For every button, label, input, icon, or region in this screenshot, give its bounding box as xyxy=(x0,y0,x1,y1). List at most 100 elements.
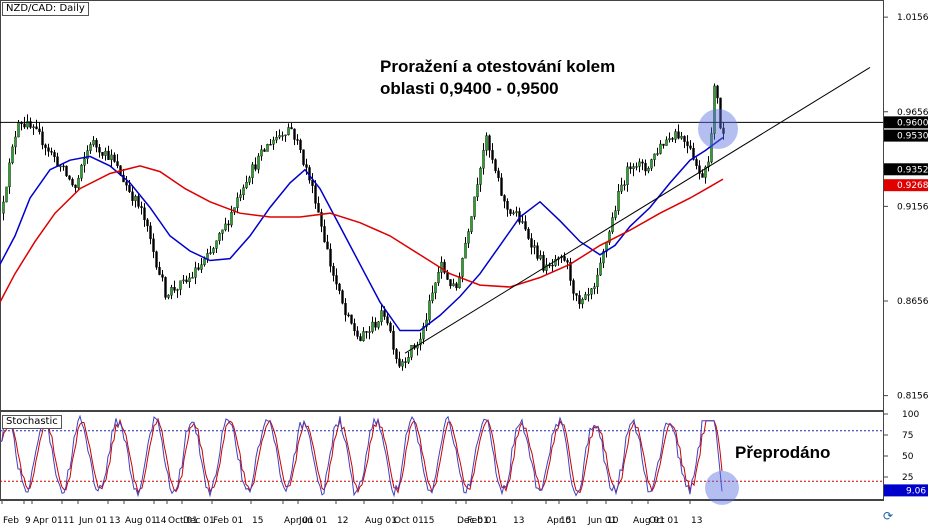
candle xyxy=(32,124,35,135)
candle xyxy=(224,217,227,232)
chart-title: NZD/CAD: Daily xyxy=(2,2,89,16)
candle xyxy=(695,157,698,170)
candle xyxy=(329,243,332,273)
candle xyxy=(650,158,653,171)
candle xyxy=(374,317,377,331)
candle xyxy=(524,215,527,232)
candle xyxy=(278,129,281,140)
stochastic-title: Stochastic xyxy=(2,415,62,429)
candle xyxy=(653,153,656,167)
candle xyxy=(170,284,173,300)
candle xyxy=(38,122,41,135)
candle xyxy=(515,206,518,217)
price-tick-label: 1.0156 xyxy=(897,13,929,23)
candle xyxy=(443,259,446,275)
candle xyxy=(359,333,362,342)
candle xyxy=(260,145,263,161)
candle xyxy=(5,186,8,203)
candle xyxy=(89,142,92,154)
candle xyxy=(578,290,581,309)
candle xyxy=(158,261,161,276)
candle xyxy=(482,143,485,175)
candle xyxy=(377,320,380,330)
candle xyxy=(116,154,119,169)
candle xyxy=(593,282,596,295)
candle xyxy=(194,261,197,285)
candle xyxy=(437,267,440,286)
candle xyxy=(125,175,128,191)
candle xyxy=(101,152,104,159)
x-tick-label: 12 xyxy=(337,516,348,525)
candle xyxy=(530,233,533,255)
candle xyxy=(596,268,599,294)
candle xyxy=(314,180,317,209)
candle xyxy=(326,234,329,250)
price-tick-label: 0.9656 xyxy=(897,108,929,118)
candle xyxy=(65,165,68,177)
candle xyxy=(284,134,287,142)
candle xyxy=(347,312,350,318)
x-tick-label: Aug 01 xyxy=(365,516,397,525)
candle xyxy=(242,184,245,200)
candle xyxy=(698,160,701,180)
svg-text:0.9530: 0.9530 xyxy=(897,132,929,142)
candle xyxy=(80,163,83,182)
candle xyxy=(59,164,62,172)
candle xyxy=(266,143,269,152)
candle xyxy=(428,294,431,325)
candle xyxy=(257,153,260,174)
candle xyxy=(551,258,554,273)
candle xyxy=(626,162,629,192)
x-tick-label: 15 xyxy=(423,516,434,525)
x-tick-label: Oct 01 xyxy=(649,516,679,525)
candle xyxy=(599,257,602,276)
price-label: 0.9530 xyxy=(884,129,929,142)
candle xyxy=(569,257,572,286)
candle xyxy=(575,293,578,302)
candle xyxy=(134,194,137,208)
candle xyxy=(683,135,686,149)
svg-text:9.06: 9.06 xyxy=(906,486,926,496)
candle xyxy=(473,196,476,220)
candle xyxy=(467,228,470,248)
candle xyxy=(512,210,515,216)
candle xyxy=(137,194,140,209)
candle xyxy=(95,137,98,153)
candle xyxy=(47,143,50,157)
x-tick-label: Oct 01 xyxy=(394,516,424,525)
candle xyxy=(584,291,587,301)
x-tick-label: 11 xyxy=(63,516,74,525)
candle xyxy=(179,280,182,296)
svg-text:0.9600: 0.9600 xyxy=(897,118,929,128)
candle xyxy=(338,282,341,295)
candle xyxy=(35,119,38,130)
candle xyxy=(176,288,179,298)
x-tick-label: Dec 01 xyxy=(457,516,489,525)
stoch-tick-label: 75 xyxy=(902,431,913,441)
stoch-tick-label: 25 xyxy=(902,473,913,483)
x-tick-label: 13 xyxy=(109,516,120,525)
x-tick-label: 15 xyxy=(560,516,571,525)
candlesticks xyxy=(2,83,725,371)
candle xyxy=(365,331,368,339)
candle xyxy=(500,173,503,196)
candle xyxy=(617,184,620,215)
candle xyxy=(71,177,74,187)
candle xyxy=(362,327,365,342)
annotation-oversold: Přeprodáno xyxy=(735,443,831,462)
candle xyxy=(368,326,371,340)
candle xyxy=(200,257,203,273)
candle xyxy=(356,326,359,340)
x-tick-label: Oct 01 xyxy=(168,516,198,525)
candle xyxy=(86,145,89,164)
candle xyxy=(263,148,266,152)
x-tick-label: Jun 01 xyxy=(298,516,327,525)
x-tick-label: 14 xyxy=(155,516,167,525)
candle xyxy=(173,280,176,293)
stoch-tick-label: 100 xyxy=(902,410,919,420)
candle xyxy=(629,162,632,174)
candle xyxy=(485,132,488,156)
annotation-breakout-line1: Proražení a otestování kolem xyxy=(380,57,616,76)
candle xyxy=(146,218,149,232)
